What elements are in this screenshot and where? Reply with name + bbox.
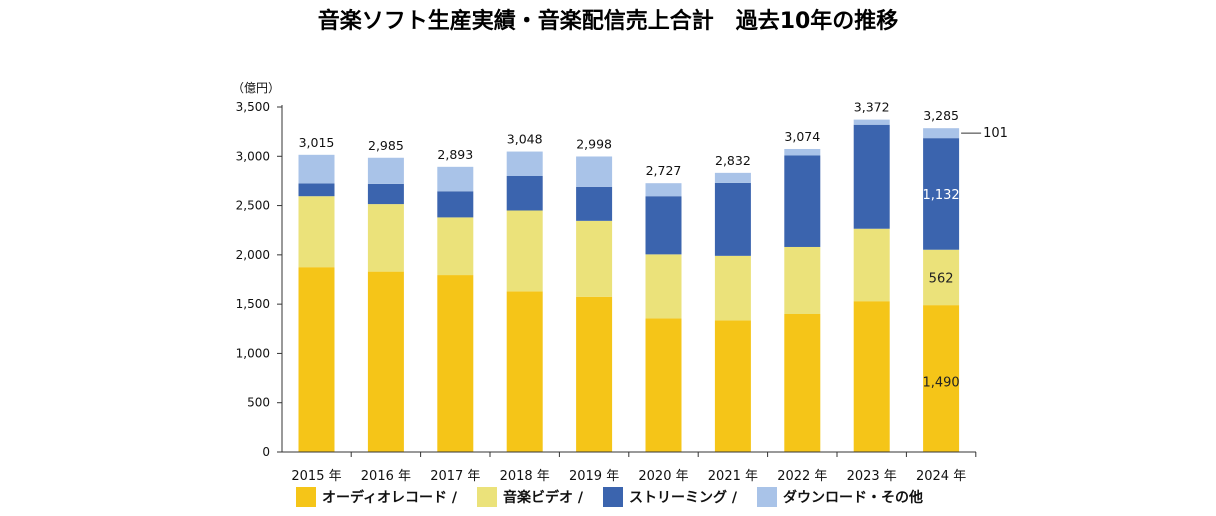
chart-title: 音楽ソフト生産実績・音楽配信売上合計 過去10年の推移 (318, 8, 899, 34)
x-tick-label: 2016 年 (361, 469, 411, 484)
bar-segment-download-other (507, 152, 543, 176)
annotation-label-streaming: 1,132 (922, 188, 959, 203)
bar-segment-download-other (715, 173, 751, 183)
total-label: 2,985 (368, 138, 404, 153)
y-tick-label: 3,500 (236, 100, 270, 114)
legend-swatch-audio-record (296, 487, 316, 507)
legend-item-download-other: ダウンロード・その他 (757, 487, 923, 507)
legend-label-music-video: 音楽ビデオ / (503, 487, 583, 507)
bar-segment-download-other (646, 183, 682, 196)
x-tick-label: 2017 年 (430, 469, 480, 484)
legend: オーディオレコード / 音楽ビデオ / ストリーミング / ダウンロード・その他 (296, 487, 937, 507)
bar-segment-audio-record (368, 272, 404, 452)
y-tick-label: 0 (262, 445, 270, 459)
bar-segment-audio-record (715, 320, 751, 452)
total-label: 2,832 (715, 153, 751, 168)
bar-segment-audio-record (507, 291, 543, 452)
bar-segment-streaming (368, 184, 404, 204)
total-label: 3,372 (854, 100, 890, 115)
bar-segment-download-other (437, 167, 473, 191)
bar-segment-music-video (715, 256, 751, 321)
legend-label-streaming: ストリーミング / (629, 487, 737, 507)
bar-segment-music-video (646, 254, 682, 318)
bar-segment-music-video (299, 196, 335, 267)
x-tick-label: 2020 年 (638, 469, 688, 484)
y-axis-unit-label: （億円） (232, 81, 280, 95)
legend-item-streaming: ストリーミング / (603, 487, 737, 507)
total-label: 2,893 (437, 147, 473, 162)
bar-segment-audio-record (784, 314, 820, 452)
bar-segment-audio-record (646, 318, 682, 452)
annotation-label-audio-record: 1,490 (922, 376, 959, 391)
legend-swatch-download-other (757, 487, 777, 507)
bar-segment-streaming (576, 187, 612, 221)
annotation-label-music-video: 562 (929, 271, 954, 286)
chart-canvas: 音楽ソフト生産実績・音楽配信売上合計 過去10年の推移 （億円） 0 500 1,0… (0, 0, 1216, 516)
bar-segment-music-video (368, 204, 404, 272)
bar-segment-download-other (368, 158, 404, 184)
x-axis: 2015 年 2016 年 2017 年 2018 年 2019 年 2020 年 2021… (282, 452, 976, 484)
legend-label-download-other: ダウンロード・その他 (783, 487, 923, 507)
bar-segment-streaming (507, 176, 543, 211)
legend-item-audio-record: オーディオレコード / (296, 487, 457, 507)
y-tick-label: 500 (247, 396, 270, 410)
x-tick-label: 2024 年 (916, 469, 966, 484)
y-tick-label: 2,000 (236, 248, 270, 262)
x-tick-label: 2018 年 (500, 469, 550, 484)
total-label: 2,727 (646, 163, 682, 178)
y-tick-label: 3,000 (236, 149, 270, 163)
bar-group: 3,015 2,985 2,893 3,048 2,998 2,727 2,832 3,074… (299, 100, 1008, 452)
bar-segment-audio-record (576, 297, 612, 452)
bar-segment-download-other (576, 156, 612, 186)
bar-segment-streaming (715, 183, 751, 256)
x-tick-label: 2022 年 (777, 469, 827, 484)
total-label: 3,048 (507, 132, 543, 147)
x-tick-label: 2021 年 (708, 469, 758, 484)
y-axis: 0 500 1,000 1,500 2,000 2,500 3,000 3,500 (236, 100, 282, 459)
bar-segment-music-video (854, 229, 890, 301)
x-tick-label: 2023 年 (847, 469, 897, 484)
bar-segment-audio-record (854, 301, 890, 452)
total-label: 3,015 (299, 135, 335, 150)
bar-segment-download-other (784, 149, 820, 156)
bar-segment-download-other (854, 120, 890, 125)
legend-swatch-music-video (477, 487, 497, 507)
legend-label-audio-record: オーディオレコード / (322, 487, 457, 507)
bar-segment-streaming (784, 155, 820, 246)
annotation-label-download-other: 101 (983, 126, 1008, 141)
bar-segment-music-video (507, 211, 543, 292)
bar-segment-music-video (437, 217, 473, 275)
x-tick-label: 2019 年 (569, 469, 619, 484)
y-tick-label: 2,500 (236, 199, 270, 213)
bar-segment-streaming (299, 183, 335, 196)
y-tick-label: 1,500 (236, 297, 270, 311)
bar-segment-audio-record (299, 267, 335, 452)
bar-segment-streaming (854, 125, 890, 229)
legend-swatch-streaming (603, 487, 623, 507)
total-label: 2,998 (576, 136, 612, 151)
bar-segment-streaming (437, 191, 473, 217)
y-tick-label: 1,000 (236, 346, 270, 360)
x-tick-label: 2015 年 (291, 469, 341, 484)
legend-item-music-video: 音楽ビデオ / (477, 487, 583, 507)
bar-segment-download-other (923, 128, 959, 138)
bar-segment-music-video (784, 247, 820, 314)
bar-segment-music-video (576, 221, 612, 297)
total-label: 3,074 (784, 129, 820, 144)
bar-segment-streaming (646, 196, 682, 254)
bar-segment-audio-record (437, 275, 473, 452)
total-label: 3,285 (923, 108, 959, 123)
bar-segment-download-other (299, 155, 335, 184)
